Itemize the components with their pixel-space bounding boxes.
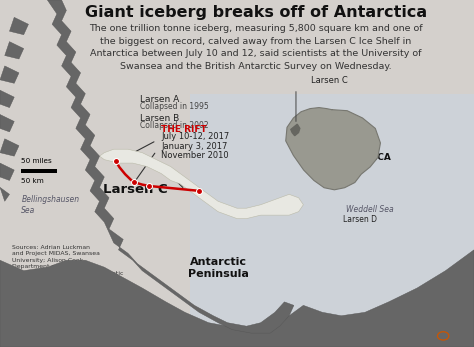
Polygon shape xyxy=(0,187,9,201)
Polygon shape xyxy=(47,0,294,333)
Text: W. Foo, 12/07/2017: W. Foo, 12/07/2017 xyxy=(12,328,80,334)
Polygon shape xyxy=(291,124,300,136)
Text: 50 miles: 50 miles xyxy=(21,159,52,164)
Text: Weddell Sea: Weddell Sea xyxy=(346,205,393,214)
Text: Larsen B: Larsen B xyxy=(140,114,179,123)
Text: Collapsed in 2002: Collapsed in 2002 xyxy=(140,121,209,130)
Text: ANTARCTICA: ANTARCTICA xyxy=(328,153,392,162)
Polygon shape xyxy=(100,149,303,219)
Text: Collapsed in 1995: Collapsed in 1995 xyxy=(140,102,209,111)
FancyBboxPatch shape xyxy=(190,94,474,347)
Polygon shape xyxy=(0,139,19,156)
Text: Sources: Adrian Luckman
and Project MIDAS, Swansea
University; Alison Cook,
Depa: Sources: Adrian Luckman and Project MIDA… xyxy=(12,245,123,283)
Text: The one trillion tonne iceberg, measuring 5,800 square km and one of
the biggest: The one trillion tonne iceberg, measurin… xyxy=(89,24,423,71)
Text: Giant iceberg breaks off of Antarctica: Giant iceberg breaks off of Antarctica xyxy=(85,5,427,20)
Text: Bellingshausen
Sea: Bellingshausen Sea xyxy=(21,195,80,215)
Text: January 3, 2017: January 3, 2017 xyxy=(161,142,228,151)
Text: REUTERS: REUTERS xyxy=(423,329,462,338)
Text: July 10-12, 2017: July 10-12, 2017 xyxy=(161,132,229,141)
Text: Larsen D: Larsen D xyxy=(343,215,377,224)
Polygon shape xyxy=(0,115,14,132)
Polygon shape xyxy=(5,42,24,59)
Polygon shape xyxy=(9,17,28,35)
Polygon shape xyxy=(0,163,14,180)
Text: Antarctic
Peninsula: Antarctic Peninsula xyxy=(188,257,248,279)
Polygon shape xyxy=(286,108,381,190)
Text: Larsen C: Larsen C xyxy=(103,183,167,196)
Text: THE RIFT: THE RIFT xyxy=(161,125,207,134)
Text: Larsen A: Larsen A xyxy=(140,95,179,104)
Polygon shape xyxy=(0,66,19,83)
Polygon shape xyxy=(0,90,14,108)
Polygon shape xyxy=(0,250,474,347)
Text: November 2010: November 2010 xyxy=(161,151,229,160)
Text: Larsen C: Larsen C xyxy=(311,76,348,85)
Text: 50 km: 50 km xyxy=(21,178,44,184)
FancyBboxPatch shape xyxy=(21,169,57,173)
